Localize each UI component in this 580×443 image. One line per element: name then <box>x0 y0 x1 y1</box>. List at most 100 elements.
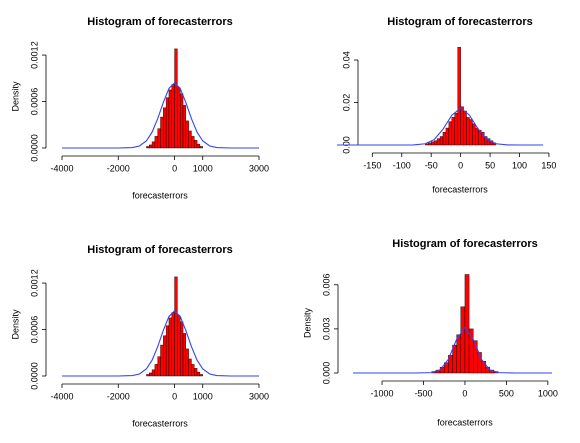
x-tick-label: 50 <box>485 160 495 170</box>
y-tick-label: 0.04 <box>341 51 351 69</box>
y-tick-label: 0.006 <box>321 273 331 296</box>
x-tick-label: -2000 <box>107 391 130 401</box>
bar <box>199 146 203 149</box>
x-tick-label: -150 <box>363 160 381 170</box>
x-tick-label: -1000 <box>371 388 394 398</box>
bar <box>428 142 432 146</box>
density-curve <box>62 310 259 377</box>
bar <box>182 333 187 377</box>
bar <box>154 136 158 149</box>
bar <box>171 84 175 149</box>
bar <box>154 364 158 377</box>
x-tick-label: -50 <box>425 160 438 170</box>
x-axis-label: forecasterrors <box>432 184 488 194</box>
bar <box>179 321 184 377</box>
x-tick-label: -4000 <box>50 391 73 401</box>
x-tick-label: -500 <box>414 388 432 398</box>
chart-title: Histogram of forecasterrors <box>392 238 538 250</box>
x-tick-label: 100 <box>512 160 527 170</box>
bar <box>194 140 198 149</box>
y-tick-label: 0.0012 <box>29 269 39 297</box>
x-tick-label: -100 <box>393 160 411 170</box>
bar <box>163 335 167 377</box>
bar <box>466 117 470 146</box>
y-tick-label: 0.000 <box>321 362 331 385</box>
bar <box>191 364 195 377</box>
y-tick-label: 0.0006 <box>29 88 39 116</box>
chart-title: Histogram of forecasterrors <box>87 16 233 28</box>
bar <box>165 325 170 377</box>
bar <box>460 106 464 146</box>
density-curve <box>353 326 552 374</box>
x-axis-label: forecasterrors <box>437 417 493 427</box>
x-tick-label: 1000 <box>538 388 558 398</box>
bar <box>182 105 187 149</box>
bar <box>157 356 161 377</box>
bar <box>168 89 172 149</box>
bar <box>439 136 444 146</box>
y-tick-label: 0.0000 <box>29 362 39 390</box>
bar <box>174 276 178 377</box>
y-tick-label: 0.003 <box>321 318 331 341</box>
bar <box>196 143 201 149</box>
x-axis-label: forecasterrors <box>132 418 188 428</box>
bar <box>146 146 150 149</box>
x-tick-label: 1000 <box>193 163 213 173</box>
chart-title: Histogram of forecasterrors <box>87 244 233 256</box>
bar <box>163 107 167 149</box>
bar <box>168 317 172 377</box>
bar <box>179 93 184 149</box>
chart-title: Histogram of forecasterrors <box>387 16 533 28</box>
bar <box>160 344 164 377</box>
bar <box>188 130 192 149</box>
bar <box>442 132 447 146</box>
bar <box>194 368 198 377</box>
bar <box>457 47 461 146</box>
bar <box>433 140 438 146</box>
density-curve <box>337 107 544 146</box>
bar <box>177 87 181 149</box>
bar <box>160 116 164 149</box>
y-axis-label: Density <box>10 81 20 112</box>
bar <box>185 120 189 149</box>
bar <box>165 97 170 149</box>
bar <box>451 117 455 146</box>
bar <box>174 48 178 149</box>
y-tick-label: 0.0012 <box>29 41 39 69</box>
bar <box>188 358 192 377</box>
y-tick-label: 0.02 <box>341 94 351 112</box>
bar <box>149 144 153 149</box>
x-tick-label: 1000 <box>193 391 213 401</box>
x-tick-label: 0 <box>458 160 463 170</box>
bar <box>454 112 458 146</box>
bar <box>196 371 201 377</box>
y-tick-label: 0.0000 <box>29 134 39 162</box>
bar <box>475 127 479 146</box>
x-tick-label: 150 <box>541 160 556 170</box>
bar <box>460 306 466 374</box>
bar <box>191 136 195 149</box>
x-tick-label: 0 <box>172 391 177 401</box>
x-tick-label: 500 <box>499 388 514 398</box>
bar <box>157 128 161 149</box>
bar <box>177 315 181 377</box>
bar <box>430 141 435 146</box>
x-tick-label: 0 <box>172 163 177 173</box>
y-axis-label: Density <box>10 309 20 340</box>
bar <box>469 119 473 146</box>
bar <box>463 110 467 146</box>
x-tick-label: 3000 <box>249 163 269 173</box>
bar <box>149 372 153 377</box>
bar <box>151 141 156 149</box>
bar <box>445 127 450 146</box>
x-tick-label: -2000 <box>107 163 130 173</box>
bar <box>448 121 453 146</box>
y-axis-label: Density <box>302 307 312 338</box>
x-tick-label: -4000 <box>50 163 73 173</box>
bar <box>472 123 476 146</box>
bar <box>436 138 441 146</box>
x-tick-label: 0 <box>462 388 467 398</box>
bar <box>146 374 150 377</box>
bar <box>199 374 203 377</box>
